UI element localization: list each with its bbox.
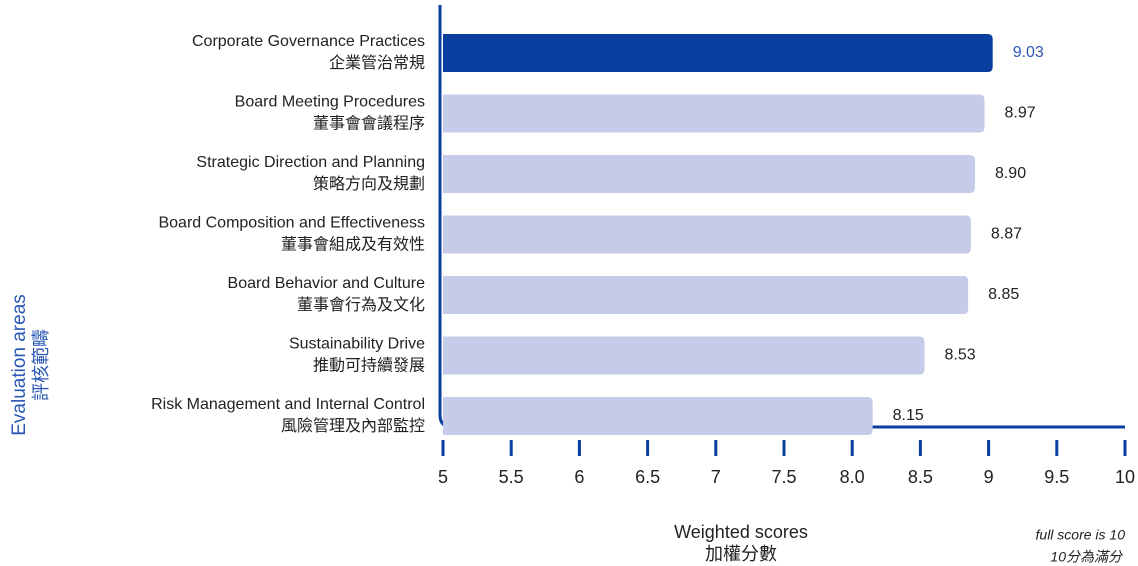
value-label: 8.15 — [893, 407, 924, 424]
bar — [443, 276, 969, 314]
category-label: Risk Management and Internal Control — [151, 396, 425, 413]
category-label-zh: 推動可持續發展 — [313, 357, 425, 375]
x-tick-label: 7.5 — [771, 467, 796, 487]
x-tick-label: 5.5 — [499, 467, 524, 487]
value-label: 9.03 — [1013, 44, 1044, 61]
category-label: Sustainability Drive — [289, 336, 425, 353]
x-tick-label: 10 — [1115, 467, 1135, 487]
category-label-zh: 策略方向及規劃 — [313, 175, 425, 193]
category-label: Board Behavior and Culture — [228, 275, 426, 292]
x-tick-label: 7 — [711, 467, 721, 487]
note-zh: 10分為滿分 — [1050, 549, 1124, 565]
category-label: Corporate Governance Practices — [192, 33, 425, 50]
bar — [443, 397, 873, 435]
value-label: 8.85 — [988, 286, 1019, 303]
x-tick-label: 9.5 — [1044, 467, 1069, 487]
category-label: Board Composition and Effectiveness — [158, 215, 425, 232]
y-label-zh: 評核範疇 — [31, 329, 51, 401]
note: full score is 10 — [1036, 527, 1126, 543]
category-label: Strategic Direction and Planning — [196, 154, 425, 171]
category-label-zh: 董事會組成及有效性 — [281, 236, 425, 254]
x-tick-label: 8.0 — [840, 467, 865, 487]
value-label: 8.53 — [944, 347, 975, 364]
bar — [443, 155, 975, 193]
bar — [443, 336, 925, 375]
bar — [443, 34, 993, 72]
y-label: Evaluation areas — [9, 294, 30, 436]
x-label-zh: 加權分數 — [705, 544, 777, 564]
value-label: 8.87 — [991, 226, 1022, 243]
category-label-zh: 董事會會議程序 — [313, 115, 425, 133]
category-label-zh: 企業管治常規 — [329, 54, 425, 72]
x-tick-label: 5 — [438, 467, 448, 487]
category-label-zh: 董事會行為及文化 — [297, 296, 425, 314]
category-label-zh: 風險管理及內部監控 — [281, 417, 425, 435]
x-label: Weighted scores — [674, 522, 808, 542]
bar — [443, 215, 971, 254]
x-tick-label: 6.5 — [635, 467, 660, 487]
y-axis-label: Evaluation areas 評核範疇 — [9, 294, 51, 436]
bar — [443, 94, 985, 133]
x-tick-label: 9 — [984, 467, 994, 487]
x-tick-label: 8.5 — [908, 467, 933, 487]
category-label: Board Meeting Procedures — [235, 94, 425, 111]
x-tick-label: 6 — [574, 467, 584, 487]
value-label: 8.97 — [1005, 105, 1036, 122]
value-label: 8.90 — [995, 165, 1026, 182]
